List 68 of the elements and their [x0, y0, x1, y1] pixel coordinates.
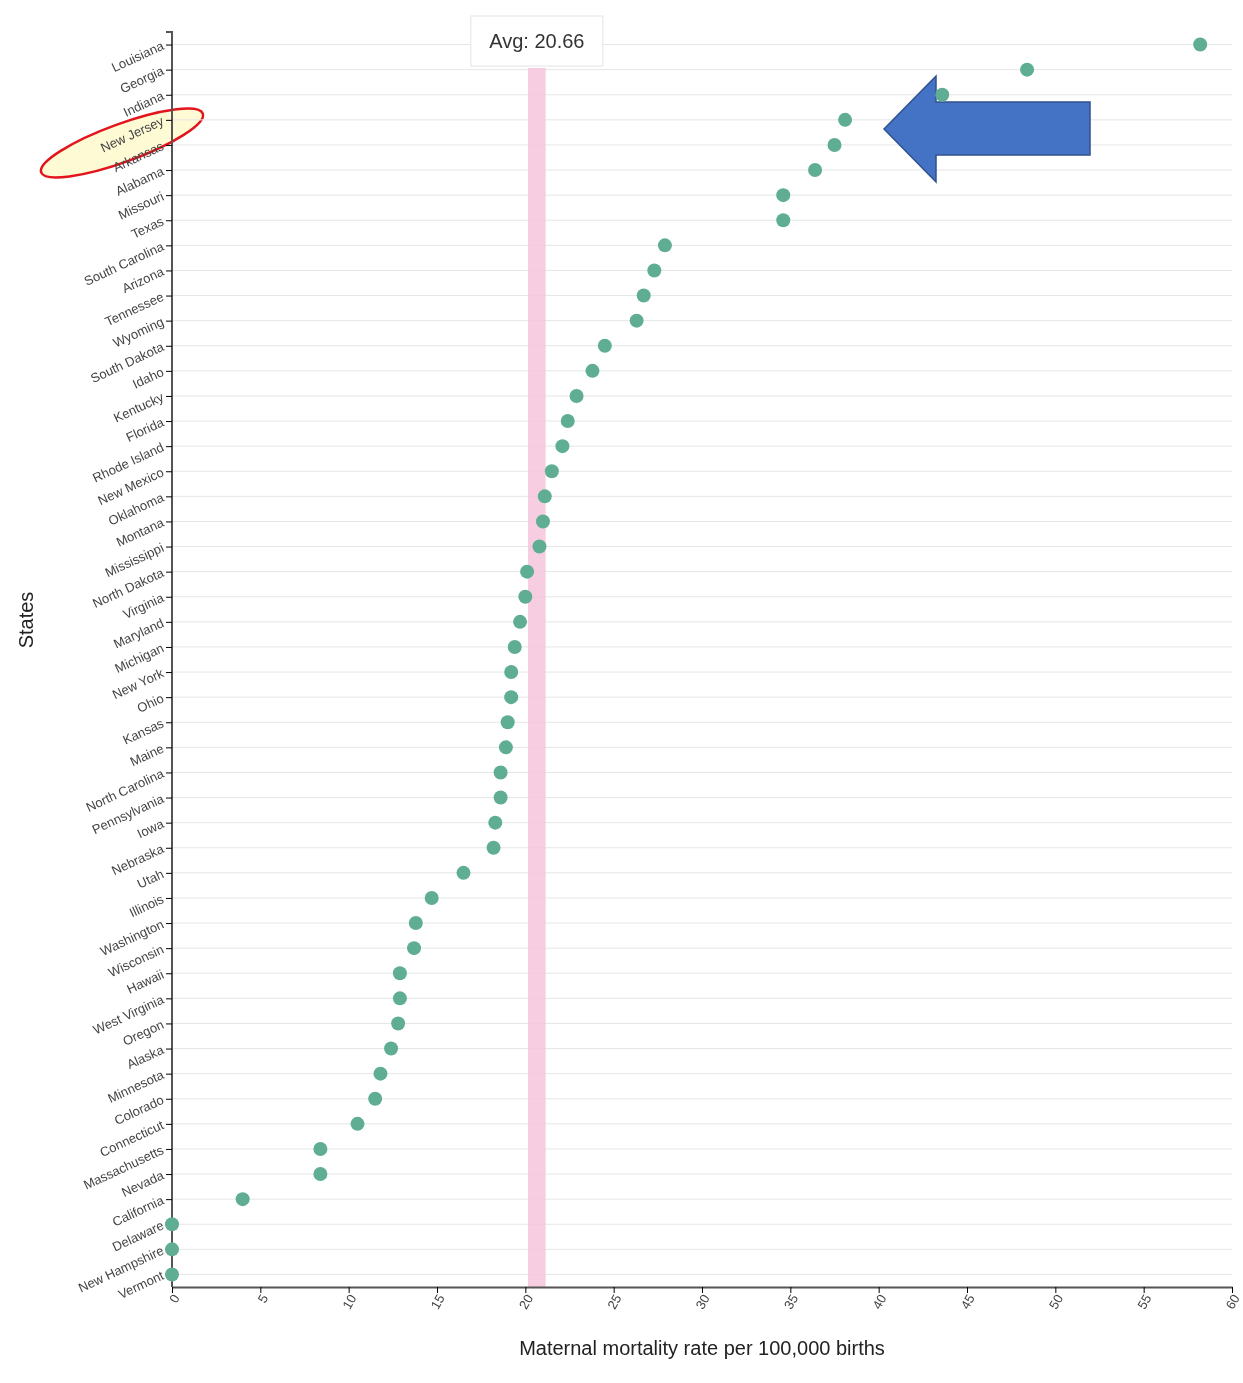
x-tick-label: 10	[339, 1291, 360, 1312]
point	[165, 1217, 179, 1232]
point	[935, 87, 950, 102]
point	[391, 1016, 406, 1031]
point	[776, 188, 791, 203]
point	[384, 1041, 399, 1056]
point	[647, 263, 662, 278]
point	[368, 1091, 383, 1106]
x-tick-label: 60	[1222, 1291, 1243, 1312]
point	[407, 941, 422, 956]
point	[313, 1167, 328, 1182]
point	[585, 363, 600, 378]
point	[827, 137, 842, 152]
x-tick-label: 15	[427, 1291, 448, 1312]
x-tick-label: 5	[254, 1291, 272, 1306]
point	[500, 715, 515, 730]
x-tick-label: 35	[780, 1291, 802, 1312]
point	[838, 112, 853, 127]
point	[392, 966, 407, 981]
point	[165, 1242, 179, 1257]
x-tick-label: 0	[166, 1291, 183, 1306]
point	[536, 514, 550, 529]
y-axis-title: States	[15, 591, 37, 649]
point	[165, 1267, 179, 1282]
point	[555, 439, 570, 454]
band-label: Avg: 20.66	[489, 30, 585, 52]
point	[569, 388, 584, 403]
point	[1193, 37, 1208, 52]
point	[408, 916, 423, 931]
point	[373, 1066, 388, 1081]
point	[560, 414, 575, 429]
point	[532, 539, 547, 554]
point	[544, 464, 559, 479]
point	[493, 765, 508, 780]
point	[504, 690, 519, 705]
point	[513, 614, 528, 629]
x-tick-label: 20	[515, 1291, 537, 1312]
point	[537, 489, 552, 504]
point	[392, 991, 407, 1006]
point	[493, 790, 508, 805]
point	[629, 313, 644, 328]
y-tick-label: Ohio	[134, 690, 167, 716]
point	[776, 213, 791, 228]
point	[504, 665, 519, 680]
point	[520, 564, 535, 579]
point	[518, 589, 533, 604]
point	[657, 238, 672, 253]
point	[507, 639, 522, 654]
point	[350, 1116, 365, 1131]
point	[597, 338, 612, 353]
point	[235, 1192, 250, 1207]
x-tick-label: 30	[692, 1291, 713, 1312]
point	[498, 740, 513, 755]
point	[488, 815, 503, 830]
x-tick-label: 55	[1134, 1291, 1155, 1312]
point	[636, 288, 651, 303]
point	[808, 163, 823, 178]
point	[1020, 62, 1035, 77]
point	[486, 840, 501, 855]
x-tick-label: 25	[604, 1291, 625, 1312]
point	[424, 890, 439, 905]
x-tick-label: 45	[957, 1291, 978, 1312]
x-tick-label: 40	[869, 1291, 890, 1312]
point	[456, 865, 471, 880]
y-tick-label: Illinois	[126, 891, 167, 921]
point	[313, 1141, 328, 1156]
x-tick-label: 50	[1045, 1291, 1067, 1312]
x-axis-title: Maternal mortality rate per 100,000 births	[519, 1337, 885, 1359]
